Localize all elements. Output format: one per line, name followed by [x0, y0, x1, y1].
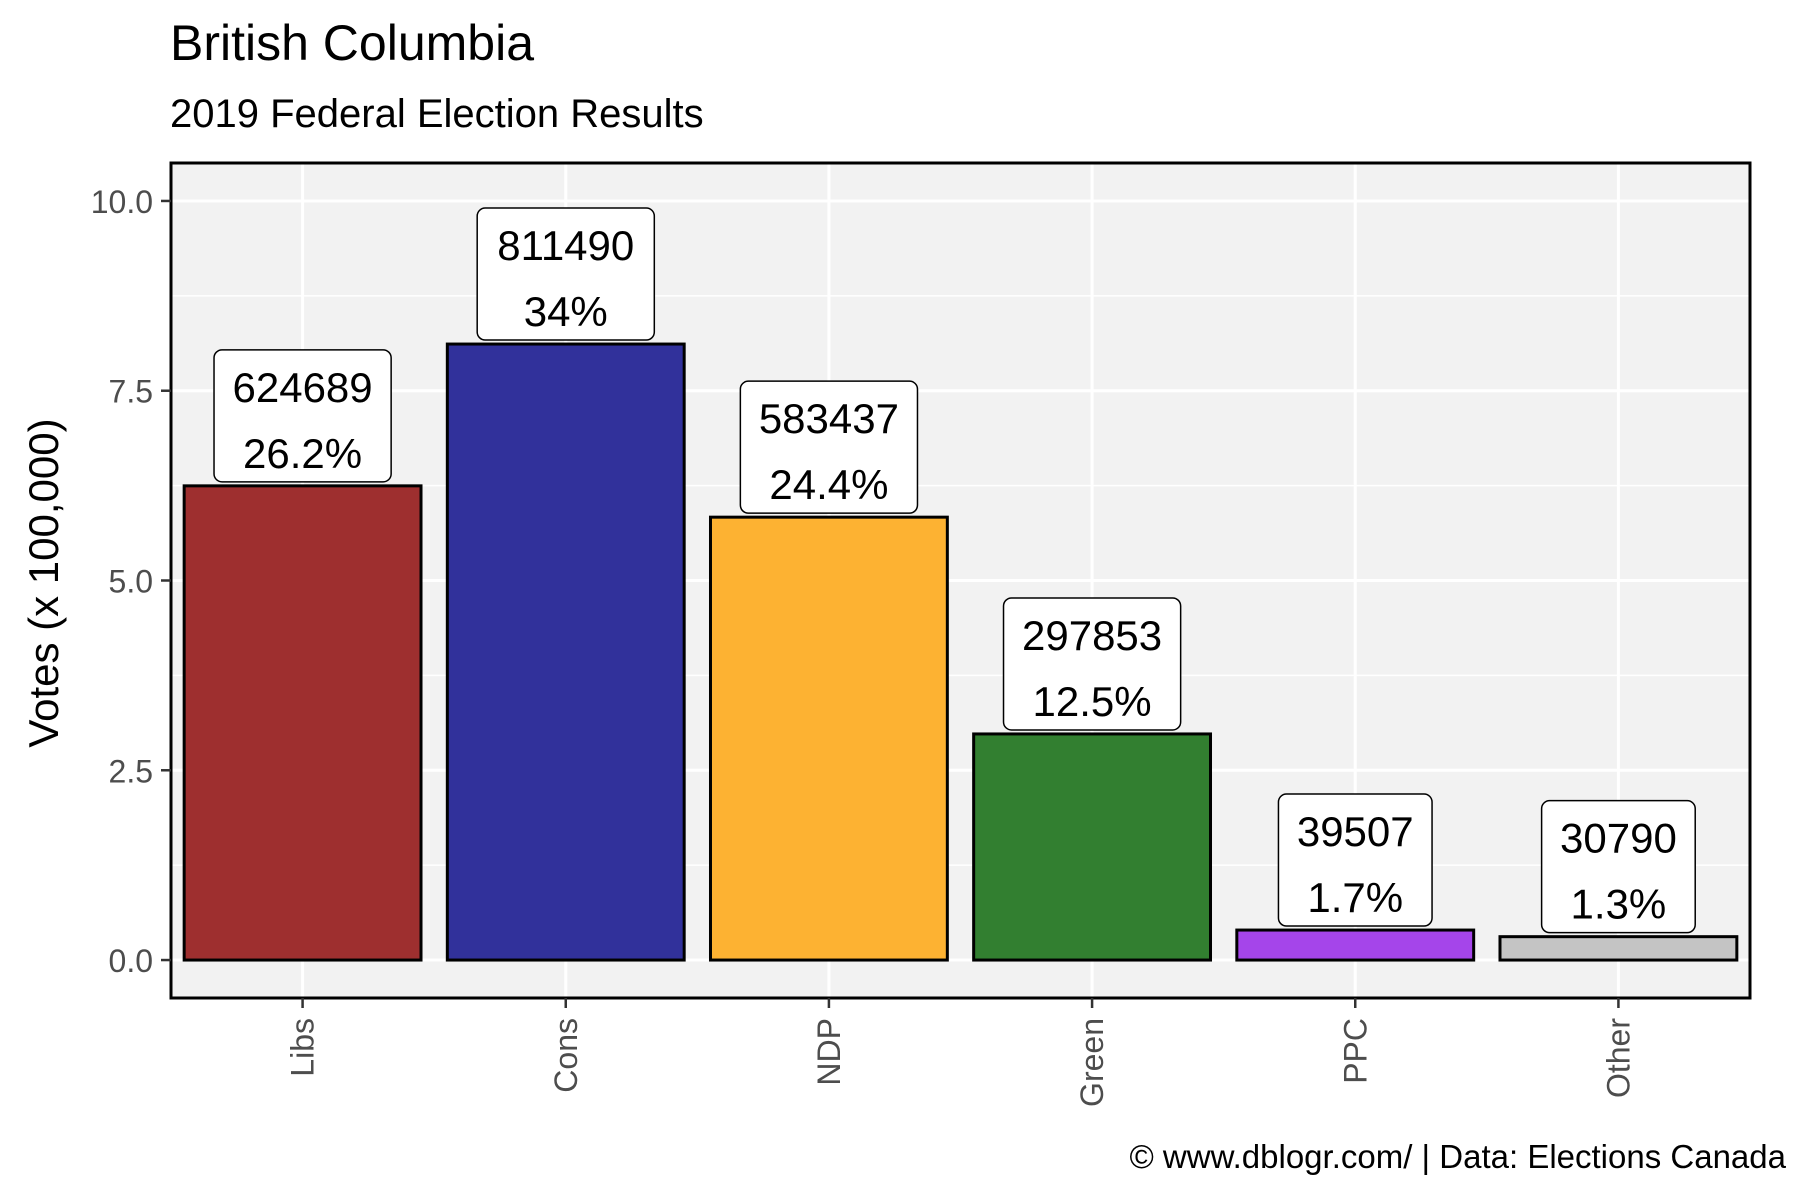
vote-count-label: 30790	[1560, 815, 1677, 862]
source-caption: © www.dblogr.com/ | Data: Elections Cana…	[1129, 1138, 1786, 1175]
chart-subtitle: 2019 Federal Election Results	[170, 92, 704, 136]
bar-other	[1498, 935, 1739, 962]
percent-label: 1.7%	[1307, 874, 1403, 921]
data-label-box	[1540, 799, 1696, 934]
bars	[182, 342, 1739, 962]
bar-ppc	[1235, 928, 1476, 962]
y-tick-label: 0.0	[109, 943, 153, 979]
data-label-box	[1277, 793, 1433, 927]
data-label-box	[476, 207, 656, 341]
data-labels: 624689 26.2% 811490 34% 583437 24.4% 297853 12.…	[213, 207, 1696, 934]
vote-count-label: 811490	[497, 222, 634, 269]
percent-label: 26.2%	[243, 430, 362, 477]
percent-label: 34%	[524, 288, 608, 335]
x-tick-label-ndp: NDP	[811, 1018, 847, 1086]
axes: 0.0 2.5 5.0 7.5 10.0 Libs Cons NDP Green PPC Other	[91, 161, 1752, 1107]
percent-label: 1.3%	[1571, 881, 1667, 928]
vote-count-label: 39507	[1297, 808, 1414, 855]
y-tick-label: 7.5	[109, 374, 153, 410]
x-tick-label-ppc: PPC	[1337, 1018, 1373, 1084]
percent-label: 24.4%	[769, 461, 888, 508]
y-tick-label: 2.5	[109, 753, 153, 789]
data-label-box	[1002, 597, 1182, 731]
vote-count-label: 297853	[1022, 612, 1162, 659]
vote-count-label: 624689	[233, 364, 373, 411]
y-axis-label: Votes (x 100,000)	[20, 418, 67, 747]
bar-green	[972, 732, 1213, 962]
x-tick-label-cons: Cons	[548, 1018, 584, 1093]
bar-cons	[445, 342, 686, 962]
y-tick-label: 5.0	[109, 564, 153, 600]
data-label-box	[213, 349, 392, 483]
bar-ndp	[708, 515, 949, 962]
x-tick-label-other: Other	[1600, 1018, 1636, 1098]
y-tick-label: 10.0	[91, 184, 153, 220]
x-tick-label-green: Green	[1074, 1018, 1110, 1107]
bar-libs	[182, 484, 423, 962]
data-label-box	[739, 380, 919, 514]
percent-label: 12.5%	[1033, 678, 1152, 725]
chart-title: British Columbia	[170, 15, 535, 71]
x-tick-label-libs: Libs	[285, 1018, 321, 1077]
vote-count-label: 583437	[759, 395, 899, 442]
